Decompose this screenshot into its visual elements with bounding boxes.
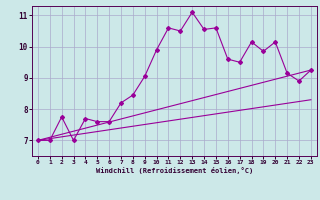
X-axis label: Windchill (Refroidissement éolien,°C): Windchill (Refroidissement éolien,°C) <box>96 167 253 174</box>
